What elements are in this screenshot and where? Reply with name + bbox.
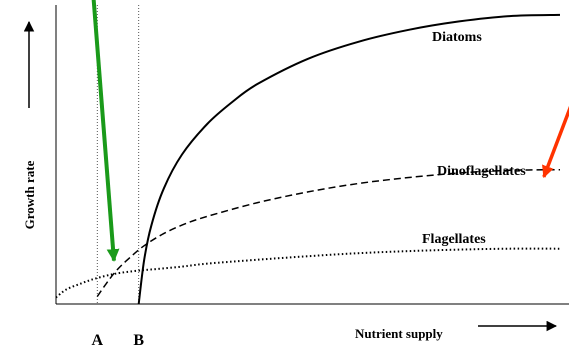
- green-arrow: [91, 0, 120, 262]
- series-line-diatoms: [137, 13, 561, 305]
- red-arrow: [542, 105, 569, 179]
- tick-label-b: B: [133, 332, 144, 345]
- series-label-diatoms: Diatoms: [432, 30, 482, 45]
- x-axis-label: Nutrient supply: [355, 326, 443, 341]
- y-axis-label: Growth rate: [22, 160, 37, 229]
- series-label-dinoflagellates: Dinoflagellates: [437, 164, 526, 179]
- series-line-flagellates: [55, 247, 561, 299]
- tick-label-a: A: [92, 332, 104, 345]
- series-line-dinoflagellates: [96, 168, 561, 297]
- series-label-flagellates: Flagellates: [422, 232, 486, 247]
